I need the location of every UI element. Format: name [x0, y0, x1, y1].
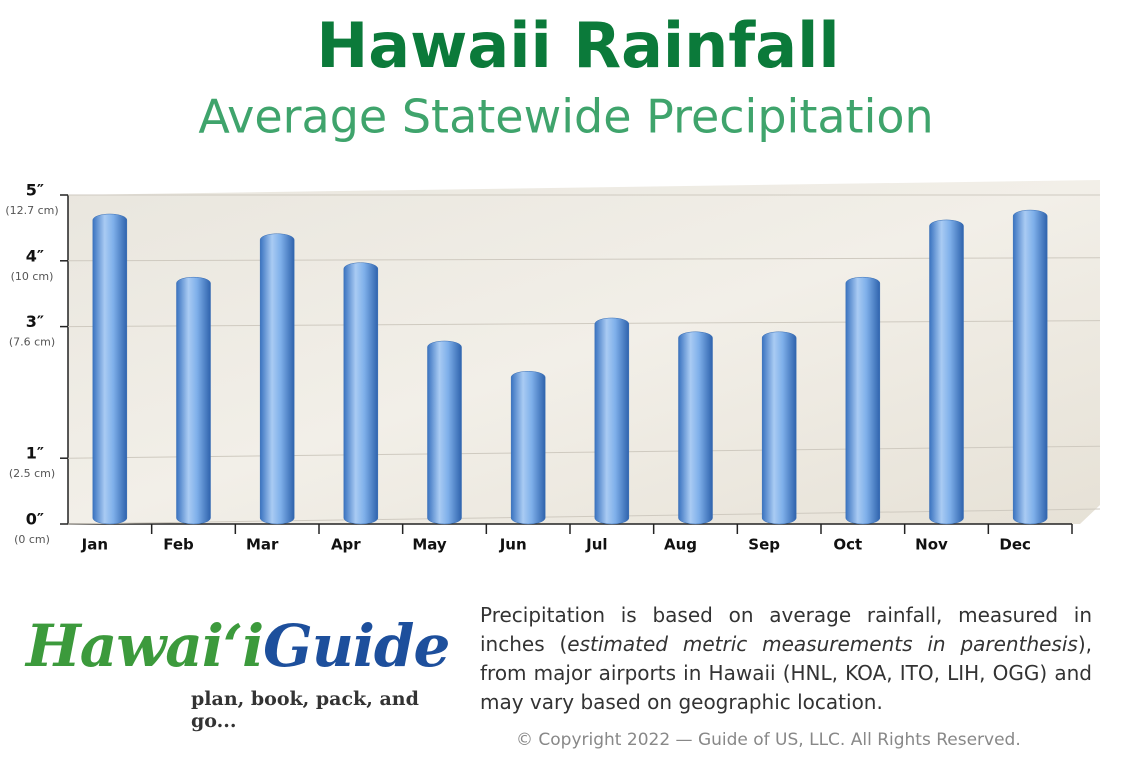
grid-line: [67, 320, 1101, 328]
x-tick-label: Feb: [163, 536, 194, 554]
logo-brand: Hawai‘iGuide: [26, 612, 450, 680]
y-tick-label: 3″: [26, 312, 44, 331]
x-tick-label: Jan: [81, 536, 108, 554]
logo-brand-second: Guide: [263, 612, 450, 680]
logo: Hawai‘iGuide plan, book, pack, and go...: [26, 612, 466, 732]
grid-line: [67, 508, 1101, 525]
bar: [343, 262, 379, 525]
y-tick-metric: (12.7 cm): [5, 204, 58, 217]
description: Precipitation is based on average rainfa…: [480, 601, 1092, 717]
x-tick-label: Mar: [246, 536, 279, 554]
x-tick-label: Jul: [585, 536, 607, 554]
y-tick-metric: (0 cm): [14, 533, 50, 546]
y-tick-label: 0″: [26, 510, 44, 529]
bar: [761, 331, 797, 525]
y-tick-metric: (7.6 cm): [9, 336, 55, 349]
copyright: © Copyright 2022 — Guide of US, LLC. All…: [516, 730, 1021, 750]
bar: [1012, 209, 1048, 525]
x-tick-label: Apr: [331, 536, 361, 554]
description-text: ), from major airports in Hawaii (HNL, K…: [480, 632, 1092, 714]
bar: [427, 340, 462, 525]
chart-title: Hawaii Rainfall: [316, 9, 839, 82]
logo-brand-first: Hawai‘i: [26, 612, 264, 680]
y-tick-label: 1″: [26, 444, 44, 463]
description-text: Precipitation is based on average rainfa…: [480, 603, 1092, 656]
bar: [92, 213, 128, 525]
plot-background: [68, 180, 1100, 524]
chart-subtitle: Average Statewide Precipitation: [198, 90, 933, 144]
bar: [929, 219, 964, 525]
bar: [176, 276, 211, 525]
bar: [845, 276, 881, 525]
x-tick-label: May: [412, 536, 447, 554]
y-tick-label: 4″: [26, 246, 44, 265]
x-tick-label: Nov: [915, 536, 948, 554]
grid-line: [67, 445, 1101, 459]
chart: Hawaii Rainfall Average Statewide Precip…: [5, 9, 1101, 554]
x-tick-label: Aug: [664, 536, 697, 554]
description-italic: estimated metric measurements in parenth…: [567, 632, 1078, 656]
bar: [594, 317, 630, 525]
x-tick-label: Oct: [833, 536, 862, 554]
bar: [510, 371, 546, 525]
bar: [259, 233, 295, 525]
x-tick-label: Jun: [499, 536, 527, 554]
logo-tagline: plan, book, pack, and go...: [191, 688, 419, 732]
x-tick-label: Sep: [748, 536, 780, 554]
bar: [678, 331, 713, 525]
grid-line: [67, 257, 1101, 262]
y-tick-label: 5″: [26, 181, 44, 200]
x-tick-label: Dec: [999, 536, 1031, 554]
y-tick-metric: (2.5 cm): [9, 467, 55, 480]
y-tick-metric: (10 cm): [11, 270, 54, 283]
